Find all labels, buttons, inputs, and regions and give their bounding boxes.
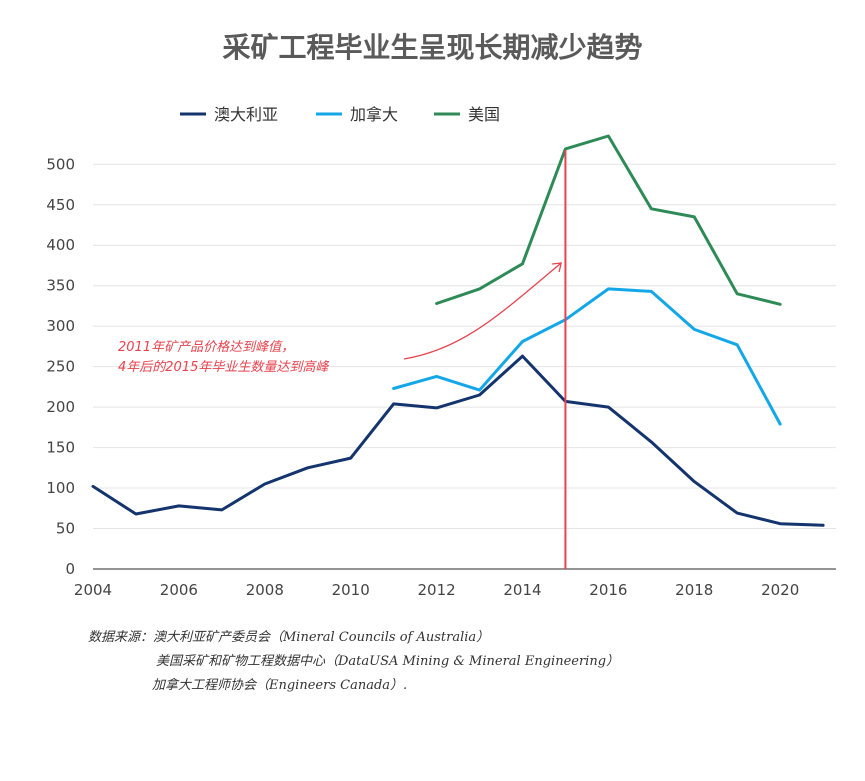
series-line-加拿大 xyxy=(392,287,782,426)
series-lines xyxy=(91,134,825,527)
y-tick-label: 200 xyxy=(46,398,75,416)
gridlines xyxy=(93,163,836,530)
y-tick-label: 350 xyxy=(46,277,75,295)
x-tick-label: 2006 xyxy=(160,581,198,599)
y-tick-label: 500 xyxy=(46,155,75,173)
legend-label: 加拿大 xyxy=(350,105,398,124)
series-line-澳大利亚 xyxy=(91,354,825,527)
data-source-note: 数据来源：澳大利亚矿产委员会（Mineral Councils of Austr… xyxy=(88,626,619,698)
x-tick-label: 2010 xyxy=(332,581,370,599)
annotation-text: 4年后的2015年毕业生数量达到高峰 xyxy=(118,360,329,375)
x-axis: 2004 2006 2008 2010 2012 2014 2016 2018 2020 xyxy=(74,581,799,599)
y-tick-label: 300 xyxy=(46,317,75,335)
x-tick-label: 2016 xyxy=(589,581,627,599)
x-tick-label: 2012 xyxy=(417,581,455,599)
y-tick-label: 400 xyxy=(46,236,75,254)
x-tick-label: 2008 xyxy=(246,581,284,599)
legend-label: 美国 xyxy=(468,105,500,124)
annotation-arrow xyxy=(403,262,562,360)
line-chart: 澳大利亚 加拿大 美国 0 50 100 150 200 250 300 350 400 450 500… xyxy=(46,105,836,599)
x-tick-label: 2004 xyxy=(74,581,112,599)
x-tick-label: 2018 xyxy=(675,581,713,599)
y-axis: 0 50 100 150 200 250 300 350 400 450 500 xyxy=(46,155,836,578)
y-tick-label: 100 xyxy=(46,479,75,497)
series-line-美国 xyxy=(435,134,782,306)
y-tick-label: 0 xyxy=(65,560,75,578)
annotation-text: 2011年矿产品价格达到峰值， xyxy=(118,340,294,355)
x-tick-label: 2014 xyxy=(503,581,541,599)
y-tick-label: 150 xyxy=(46,439,75,457)
annotation-group: 2011年矿产品价格达到峰值， 4年后的2015年毕业生数量达到高峰 xyxy=(118,262,562,375)
chart-title: 采矿工程毕业生呈现长期减少趋势 xyxy=(222,31,643,64)
legend: 澳大利亚 加拿大 美国 xyxy=(180,105,500,124)
source-line-3: 加拿大工程师协会（Engineers Canada）. xyxy=(152,678,408,693)
legend-label: 澳大利亚 xyxy=(214,105,278,124)
y-tick-label: 250 xyxy=(46,358,75,376)
y-tick-label: 50 xyxy=(56,520,75,538)
source-line-2: 美国采矿和矿物工程数据中心（DataUSA Mining & Mineral E… xyxy=(156,654,620,669)
x-tick-label: 2020 xyxy=(761,581,799,599)
annotation-arrowhead xyxy=(552,262,562,273)
source-line-1: 数据来源：澳大利亚矿产委员会（Mineral Councils of Austr… xyxy=(88,630,490,645)
y-tick-label: 450 xyxy=(46,196,75,214)
